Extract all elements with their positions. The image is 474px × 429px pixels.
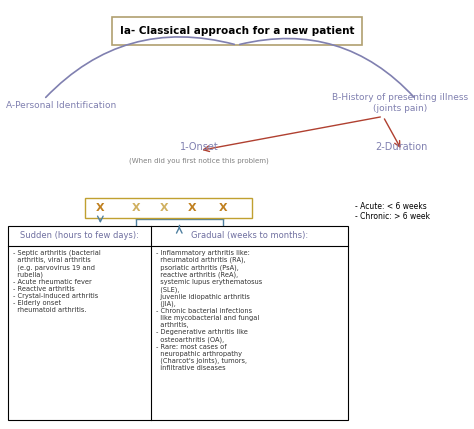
Text: 1-Onset: 1-Onset — [180, 142, 219, 152]
Text: Sudden (hours to few days):: Sudden (hours to few days): — [20, 231, 139, 240]
Text: Ia- Classical approach for a new patient: Ia- Classical approach for a new patient — [120, 26, 354, 36]
Text: X: X — [219, 203, 227, 213]
Text: X: X — [188, 203, 197, 213]
Text: - Septic arthritis (bacterial
  arthritis, viral arthritis
  (e.g. parvovirus 19: - Septic arthritis (bacterial arthritis,… — [13, 250, 101, 313]
FancyBboxPatch shape — [112, 17, 362, 45]
Text: B-History of presenting illness
(joints pain): B-History of presenting illness (joints … — [332, 93, 468, 112]
FancyBboxPatch shape — [85, 198, 252, 218]
Text: A-Personal Identification: A-Personal Identification — [6, 101, 116, 110]
Text: X: X — [160, 203, 168, 213]
Text: X: X — [96, 203, 105, 213]
Text: - Acute: < 6 weeks
- Chronic: > 6 week: - Acute: < 6 weeks - Chronic: > 6 week — [355, 202, 430, 221]
Text: Gradual (weeks to months):: Gradual (weeks to months): — [191, 231, 308, 240]
FancyBboxPatch shape — [9, 227, 348, 420]
Text: (When did you first notice this problem): (When did you first notice this problem) — [129, 158, 269, 164]
Text: - Inflammatory arthritis like:
  rheumatoid arthritis (RA),
  psoriatic arthriti: - Inflammatory arthritis like: rheumatoi… — [155, 250, 262, 372]
Text: X: X — [131, 203, 140, 213]
Text: 2-Duration: 2-Duration — [376, 142, 428, 152]
